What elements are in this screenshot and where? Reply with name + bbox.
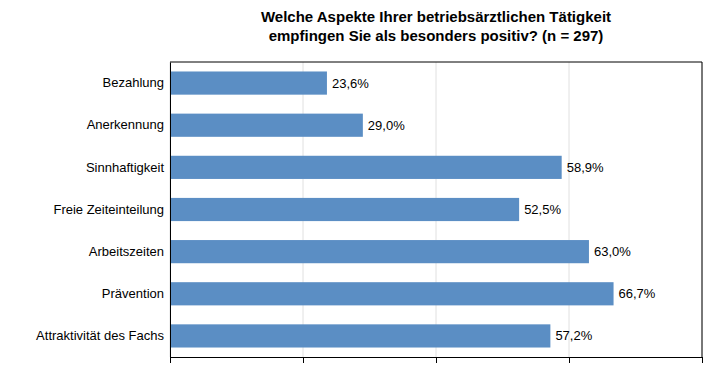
- x-tick: [170, 357, 171, 363]
- y-tick-label: Prävention: [102, 286, 164, 301]
- y-tick-label: Bezahlung: [103, 75, 164, 90]
- y-tick-label: Attraktivität des Fachs: [36, 328, 164, 343]
- x-tick: [303, 357, 304, 363]
- grid: [170, 62, 702, 357]
- y-tick-label: Anerkennung: [87, 117, 164, 132]
- data-label: 52,5%: [524, 202, 561, 217]
- y-tick: Attraktivität des Fachs: [36, 328, 170, 343]
- data-label: 58,9%: [567, 160, 604, 175]
- data-label: 29,0%: [368, 118, 405, 133]
- x-tick: [569, 357, 570, 363]
- chart-svg: Welche Aspekte Ihrer betriebsärztlichen …: [0, 0, 726, 373]
- frame-top: [170, 62, 702, 63]
- y-tick: Freie Zeiteinteilung: [53, 202, 170, 217]
- x-tick-mark: [436, 357, 437, 363]
- bar: [170, 114, 363, 137]
- y-tick: Anerkennung: [87, 117, 170, 132]
- y-tick-label: Arbeitszeiten: [89, 244, 164, 259]
- y-tick-label: Sinnhaftigkeit: [86, 160, 164, 175]
- data-label: 23,6%: [332, 76, 369, 91]
- bar: [170, 282, 614, 305]
- bar: [170, 71, 327, 94]
- bar: [170, 156, 562, 179]
- y-tick: Sinnhaftigkeit: [86, 160, 170, 175]
- y-tick: Arbeitszeiten: [89, 244, 170, 259]
- bar: [170, 198, 519, 221]
- data-labels: 57,2% 66,7% 63,0% 52,5% 58,9% 29,0% 23,6%: [332, 76, 656, 344]
- grid-line: [170, 62, 171, 357]
- y-axis-line: [170, 63, 171, 358]
- x-tick-mark: [569, 357, 570, 363]
- x-axis-line: [171, 358, 703, 364]
- y-tick-label: Freie Zeiteinteilung: [53, 202, 164, 217]
- y-tick: Prävention: [102, 286, 170, 301]
- plot-area: Attraktivität des Fachs Prävention Arbeits…: [36, 62, 702, 363]
- chart-title: Welche Aspekte Ihrer betriebsärztlichen …: [261, 8, 611, 44]
- data-label: 63,0%: [594, 244, 631, 259]
- x-axis: [171, 357, 703, 363]
- y-axis: Attraktivität des Fachs Prävention Arbeits…: [36, 63, 170, 358]
- chart-title-line: empfingen Sie als besonders positiv? (n …: [269, 27, 604, 44]
- bar: [170, 240, 589, 263]
- x-tick-mark: [303, 357, 304, 363]
- x-tick-mark: [702, 357, 703, 363]
- chart-title-line: Welche Aspekte Ihrer betriebsärztlichen …: [261, 8, 611, 25]
- grid-line: [569, 62, 570, 357]
- bars: [170, 71, 614, 347]
- x-tick: [702, 357, 703, 363]
- x-tick: [436, 357, 437, 363]
- grid-line: [702, 62, 703, 357]
- y-tick: Bezahlung: [103, 75, 170, 90]
- x-tick-mark: [170, 357, 171, 363]
- data-label: 66,7%: [619, 286, 656, 301]
- frame-right: [702, 62, 703, 357]
- data-label: 57,2%: [555, 328, 592, 343]
- bar: [170, 324, 550, 347]
